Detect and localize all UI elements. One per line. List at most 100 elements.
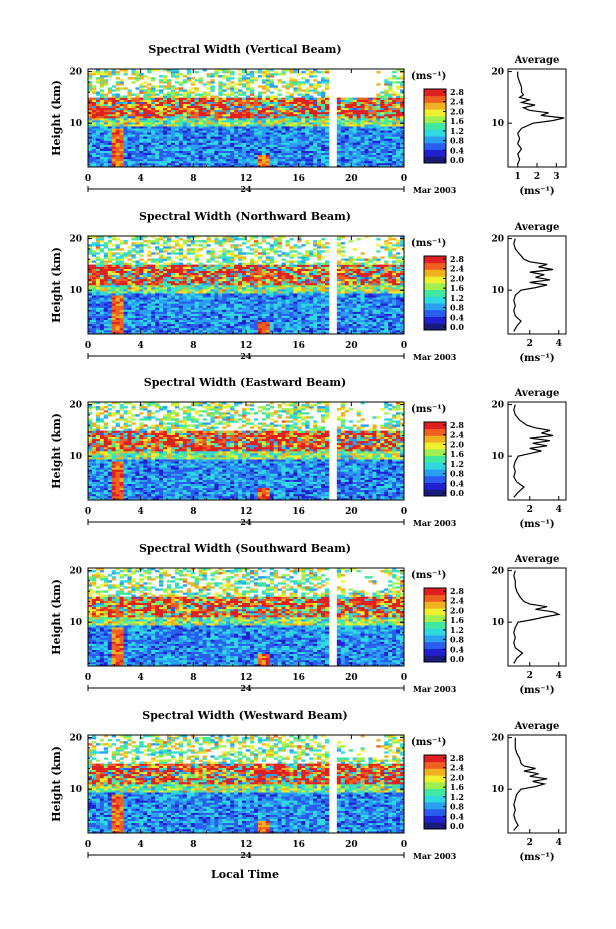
heatmap-cell <box>270 263 274 265</box>
heatmap-cell <box>361 143 369 145</box>
heatmap-cell <box>305 312 313 314</box>
heatmap-cell <box>309 153 313 155</box>
heatmap-cell <box>96 265 104 267</box>
heatmap-cell <box>289 326 297 328</box>
heatmap-cell <box>345 275 349 277</box>
heatmap-cell <box>108 318 112 320</box>
heatmap-cell <box>96 130 104 132</box>
heatmap-cell <box>278 269 282 271</box>
heatmap-cell <box>139 271 143 273</box>
heatmap-cell <box>274 285 278 287</box>
heatmap-cell <box>218 285 222 287</box>
heatmap-cell <box>262 112 270 114</box>
heatmap-cell <box>139 328 143 330</box>
heatmap-cell <box>187 258 191 260</box>
heatmap-cell <box>293 87 297 89</box>
heatmap-cell <box>159 271 163 273</box>
heatmap-cell <box>183 91 187 93</box>
heatmap-cell <box>92 130 96 132</box>
heatmap-cell <box>203 157 207 159</box>
colorbar-swatch <box>424 129 446 136</box>
heatmap-cell <box>305 118 309 120</box>
heatmap-cell <box>337 155 341 157</box>
heatmap-cell <box>368 320 372 322</box>
heatmap-cell <box>226 289 230 291</box>
heatmap-cell <box>384 118 388 120</box>
heatmap-cell <box>116 77 120 79</box>
heatmap-cell <box>131 265 135 267</box>
heatmap-cell <box>384 277 388 279</box>
heatmap-cell <box>242 293 250 295</box>
heatmap-cell <box>214 132 218 134</box>
heatmap-cell <box>301 112 305 114</box>
heatmap-cell <box>100 104 104 106</box>
heatmap-cell <box>282 104 286 106</box>
heatmap-cell <box>341 143 345 145</box>
heatmap-cell <box>163 291 167 293</box>
heatmap-cell <box>258 314 262 316</box>
heatmap-cell <box>345 263 349 265</box>
heatmap-cell <box>183 128 187 130</box>
heatmap-cell <box>171 261 175 263</box>
heatmap-cell <box>108 256 112 258</box>
heatmap-cell <box>297 324 309 326</box>
heatmap-cell <box>139 275 143 277</box>
heatmap-cell <box>120 128 124 130</box>
heatmap-cell <box>246 153 250 155</box>
heatmap-cell <box>151 96 155 98</box>
heatmap-cell <box>286 271 294 273</box>
heatmap-cell <box>131 275 135 277</box>
heatmap-cell <box>357 303 361 305</box>
heatmap-cell <box>246 163 250 165</box>
heatmap-cell <box>349 320 353 322</box>
heatmap-cell <box>242 143 246 145</box>
heatmap-cell <box>207 307 215 309</box>
heatmap-cell <box>258 267 262 269</box>
heatmap-cell <box>116 122 120 124</box>
heatmap-cell <box>286 293 290 295</box>
heatmap-cell <box>167 281 175 283</box>
heatmap-cell <box>155 132 159 134</box>
heatmap-cell <box>92 307 96 309</box>
heatmap-cell <box>270 149 274 151</box>
heatmap-cell <box>246 130 254 132</box>
heatmap-cell <box>159 261 163 263</box>
heatmap-cell <box>226 287 230 289</box>
heatmap-cell <box>187 94 191 96</box>
heatmap-cell <box>274 316 278 318</box>
heatmap-cell <box>210 75 214 77</box>
heatmap-cell <box>171 299 175 301</box>
heatmap-cell <box>92 277 96 279</box>
heatmap-cell <box>293 155 297 157</box>
heatmap-cell <box>131 322 135 324</box>
heatmap-cell <box>297 297 301 299</box>
heatmap-cell <box>112 94 116 96</box>
heatmap-cell <box>301 312 305 314</box>
heatmap-cell <box>341 98 345 100</box>
heatmap-cell <box>289 140 297 142</box>
heatmap-cell <box>372 275 380 277</box>
heatmap-cell <box>313 263 317 265</box>
heatmap-cell <box>124 263 128 265</box>
heatmap-cell <box>88 100 92 102</box>
heatmap-cell <box>380 138 384 140</box>
heatmap-cell <box>226 328 230 330</box>
heatmap-cell <box>278 126 282 128</box>
heatmap-cell <box>128 108 132 110</box>
heatmap-cell <box>163 132 167 134</box>
heatmap-cell <box>372 316 376 318</box>
heatmap-cell <box>139 295 143 297</box>
heatmap-cell <box>309 145 313 147</box>
heatmap-cell <box>155 153 159 155</box>
heatmap-cell <box>207 81 211 83</box>
heatmap-cell <box>163 104 167 106</box>
heatmap-cell <box>274 320 278 322</box>
heatmap-cell <box>128 149 136 151</box>
heatmap-cell <box>357 140 365 142</box>
heatmap-cell <box>226 267 230 269</box>
heatmap-cell <box>376 261 380 263</box>
heatmap-cell <box>234 281 238 283</box>
heatmap-cell <box>179 100 183 102</box>
heatmap-cell <box>195 291 199 293</box>
heatmap-cell <box>254 322 258 324</box>
